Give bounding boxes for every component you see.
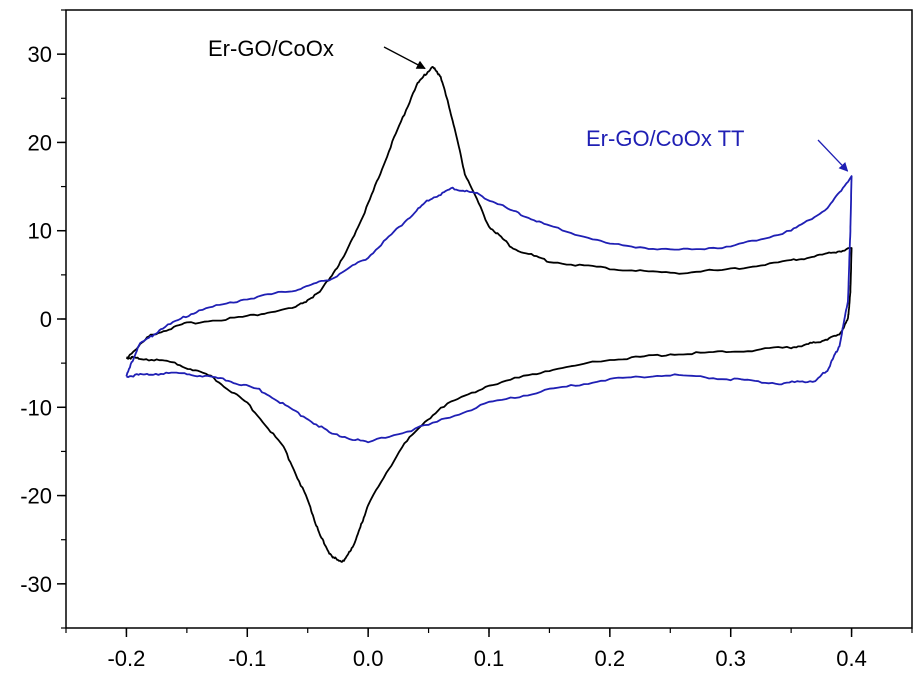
y-axis: 30 20 10 0 -10 -20 -30 [20,9,66,629]
series-line-1 [125,66,853,563]
annotations: Er-GO/CoOx Er-GO/CoOx TT [208,36,849,172]
y-tick-label: 10 [28,219,52,244]
x-tick-label: -0.2 [107,646,145,671]
x-tick-label: -0.1 [228,646,266,671]
annotation-er-go-coox: Er-GO/CoOx [208,36,334,61]
y-tick-label: 0 [40,307,52,332]
annotation-arrow-2 [817,139,849,172]
x-tick-label: 0.1 [474,646,505,671]
x-tick-label: 0.0 [353,646,384,671]
series-line-2 [125,175,853,444]
y-tick-label: 30 [28,42,52,67]
annotation-arrow-1 [383,46,426,70]
annotation-er-go-coox-tt: Er-GO/CoOx TT [586,126,745,151]
x-tick-label: 0.3 [715,646,746,671]
y-tick-label: -20 [20,484,52,509]
plot-frame [65,9,913,629]
y-tick-label: 20 [28,130,52,155]
series-layer [125,66,853,563]
y-tick-label: -10 [20,395,52,420]
x-tick-label: 0.4 [836,646,867,671]
y-tick-label: -30 [20,572,52,597]
x-tick-label: 0.2 [595,646,626,671]
x-axis: -0.2 -0.1 0.0 0.1 0.2 0.3 0.4 [65,628,913,671]
